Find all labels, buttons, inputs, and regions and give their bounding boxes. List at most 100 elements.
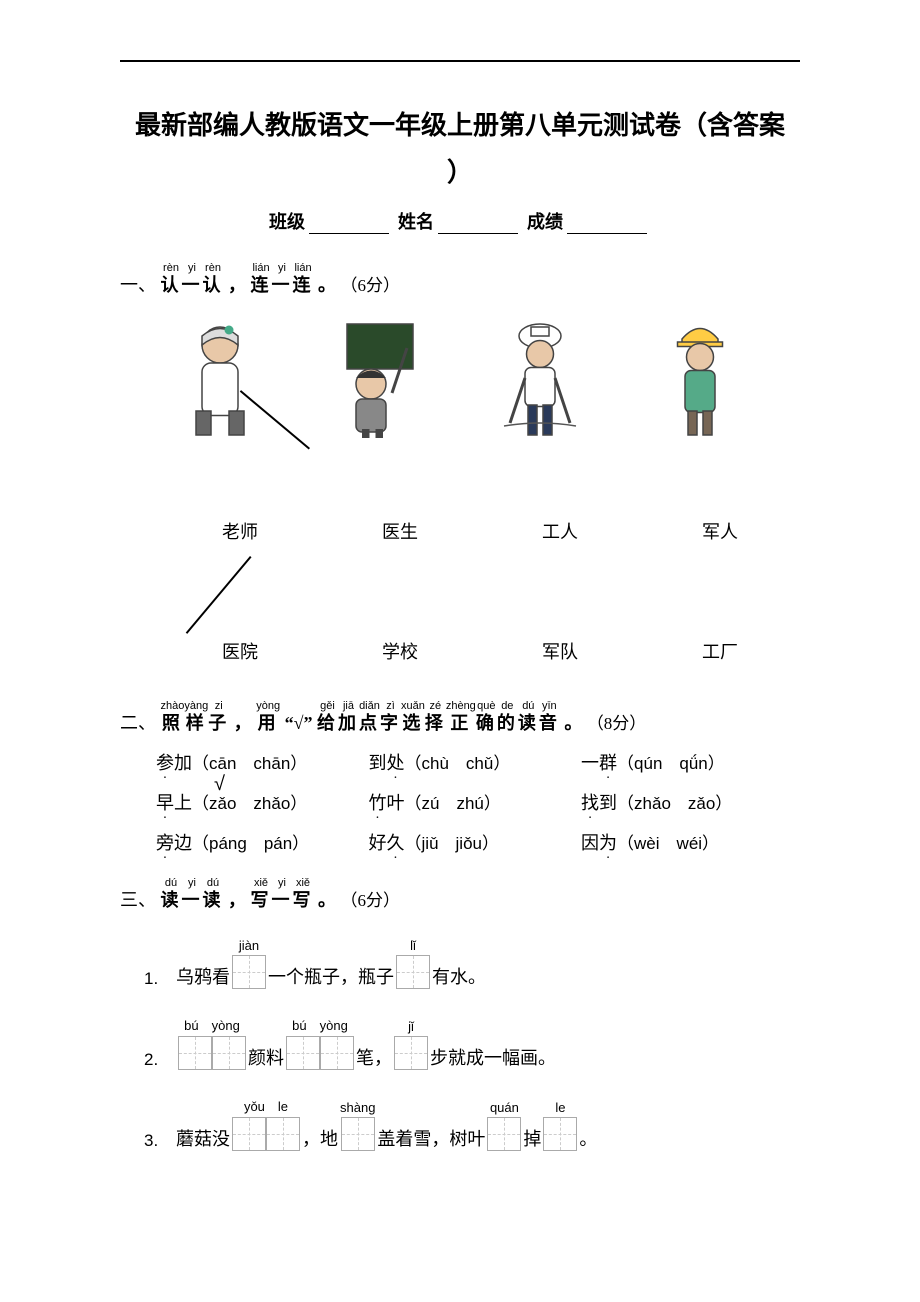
top-rule (120, 60, 800, 62)
ruby-确: què确 (476, 700, 497, 735)
q2-item[interactable]: 参加（cān chān）√ (156, 749, 369, 775)
q3-line: 1.乌鸦看jiàn一个瓶子，瓶子lǐ有水。 (144, 938, 800, 989)
q3-line-num: 1. (144, 969, 176, 989)
label-hospital: 医院 (170, 638, 310, 664)
q2-item[interactable]: 旁边（pánɡ pán） (156, 829, 369, 855)
class-blank[interactable] (309, 216, 389, 234)
tian-cell[interactable] (178, 1036, 212, 1070)
box-pinyin: jiàn (239, 938, 259, 953)
q2-item[interactable]: 一群（qún qǘn） (581, 749, 794, 775)
name-blank[interactable] (438, 216, 518, 234)
q1: 一、 rèn认yi一rèn认 ， lián连yi一lián连 。 （6分） (120, 262, 800, 679)
tian-cell[interactable] (232, 955, 266, 989)
pinyin-options: （wèi wéi） (617, 834, 719, 853)
dotted-char: 为 (599, 829, 617, 855)
ruby-加: jiā加 (338, 700, 359, 735)
tian-cell[interactable] (396, 955, 430, 989)
pinyin-options: （jiǔ jiǒu） (405, 834, 499, 853)
q2-points: （8分） (587, 714, 647, 733)
ruby-读: dú读 (203, 877, 224, 912)
answer-box[interactable]: quán (487, 1100, 521, 1151)
ruby-认: rèn认 (161, 262, 182, 297)
q3-points: （6分） (341, 891, 401, 910)
q2-item[interactable]: 因为（wèi wéi） (581, 829, 794, 855)
box-pinyin: quán (490, 1100, 519, 1115)
ruby-认: rèn认 (203, 262, 224, 297)
box-pinyin: bú yònɡ (292, 1015, 348, 1034)
tian-cell[interactable] (320, 1036, 354, 1070)
q2-item[interactable]: 到处（chù chǔ） (369, 749, 582, 775)
q1-points: （6分） (341, 276, 401, 295)
q3-line: 3.蘑菇没yǒu le，地shànɡ盖着雪，树叶quán掉le。 (144, 1096, 800, 1151)
q2-head: 二、 zhào照yànɡ样zi子 ， yònɡ用 “√” ɡěi给jiā加diǎ… (120, 700, 800, 735)
doctor-image (170, 308, 270, 438)
box-pinyin: lǐ (410, 938, 416, 953)
answer-box[interactable]: shànɡ (340, 1100, 375, 1151)
tian-cell[interactable] (266, 1117, 300, 1151)
label-doctor: 医生 (330, 518, 470, 544)
ruby-的: de的 (497, 700, 518, 735)
ruby-连: lián连 (251, 262, 272, 297)
q2-item[interactable]: 好久（jiǔ jiǒu） (369, 829, 582, 855)
ruby-用: yònɡ用 (256, 700, 280, 735)
q1-head: 一、 rèn认yi一rèn认 ， lián连yi一lián连 。 （6分） (120, 262, 800, 297)
box-pinyin: jǐ (408, 1019, 414, 1034)
tian-cell[interactable] (543, 1117, 577, 1151)
q2-num: 二、 (120, 713, 156, 735)
ruby-一: yi一 (182, 877, 203, 912)
dotted-char: 群 (599, 749, 617, 775)
tian-cell[interactable] (394, 1036, 428, 1070)
dotted-char: 找 (581, 789, 599, 815)
ruby-样: yànɡ样 (184, 700, 208, 735)
ruby-音: yīn音 (539, 700, 560, 735)
q2-tail: 。 (564, 713, 582, 733)
q2-row: 参加（cān chān）√到处（chù chǔ）一群（qún qǘn） (156, 749, 800, 775)
tian-cell[interactable] (286, 1036, 320, 1070)
answer-box[interactable]: le (543, 1100, 577, 1151)
q3-text: 盖着雪，树叶 (377, 1125, 485, 1151)
ruby-照: zhào照 (161, 700, 185, 735)
score-blank[interactable] (567, 216, 647, 234)
q1-sep: ， (228, 275, 246, 295)
tian-cell[interactable] (232, 1117, 266, 1151)
ruby-择: zé择 (425, 700, 446, 735)
title-line1: 最新部编人教版语文一年级上册第八单元测试卷（含答案 (135, 110, 785, 140)
score-label: 成绩 (527, 212, 563, 232)
q1-num: 一、 (120, 275, 156, 297)
answer-box[interactable]: bú yònɡ (286, 1015, 354, 1070)
answer-box[interactable]: lǐ (396, 938, 430, 989)
q3-text: 蘑菇没 (176, 1125, 230, 1151)
page: 最新部编人教版语文一年级上册第八单元测试卷（含答案 ） 班级 姓名 成绩 一、 … (0, 0, 920, 1211)
ruby-正: zhènɡ正 (446, 700, 476, 735)
box-pinyin: shànɡ (340, 1100, 375, 1115)
q2-grid[interactable]: 参加（cān chān）√到处（chù chǔ）一群（qún qǘn） 早上（zǎ… (156, 749, 800, 855)
soldier-image (490, 308, 590, 438)
q2-item[interactable]: 找到（zhǎo zǎo） (581, 789, 794, 815)
answer-box[interactable]: bú yònɡ (178, 1015, 246, 1070)
q3-text: 掉 (523, 1125, 541, 1151)
q1-image-row (160, 308, 800, 438)
q1-place-row: 医院 学校 军队 工厂 (160, 638, 800, 664)
box-pinyin: yǒu le (244, 1096, 288, 1115)
q1-matching-area[interactable]: 老师 医生 工人 军人 医院 学校 军队 工厂 (120, 308, 800, 678)
q2-item[interactable]: 早上（zǎo zhǎo） (156, 789, 369, 815)
title-line2: ） (447, 157, 473, 187)
tian-cell[interactable] (341, 1117, 375, 1151)
answer-box[interactable]: yǒu le (232, 1096, 300, 1151)
student-info-row: 班级 姓名 成绩 (120, 208, 800, 234)
q3-text: 笔， (356, 1044, 392, 1070)
q2-row: 早上（zǎo zhǎo）竹叶（zú zhú）找到（zhǎo zǎo） (156, 789, 800, 815)
pinyin-options: （qún qǘn） (617, 754, 725, 773)
answer-box[interactable]: jǐ (394, 1019, 428, 1070)
q3-body[interactable]: 1.乌鸦看jiàn一个瓶子，瓶子lǐ有水。2.bú yònɡ颜料bú yònɡ笔… (120, 938, 800, 1151)
tian-cell[interactable] (212, 1036, 246, 1070)
answer-box[interactable]: jiàn (232, 938, 266, 989)
label-soldier: 军人 (650, 518, 790, 544)
q3-line-num: 3. (144, 1131, 176, 1151)
name-label: 姓名 (398, 212, 434, 232)
tian-cell[interactable] (487, 1117, 521, 1151)
class-label: 班级 (269, 212, 305, 232)
ruby-给: ɡěi给 (317, 700, 338, 735)
q2-item[interactable]: 竹叶（zú zhú） (369, 789, 582, 815)
pinyin-options: （cān chān） (192, 754, 307, 773)
